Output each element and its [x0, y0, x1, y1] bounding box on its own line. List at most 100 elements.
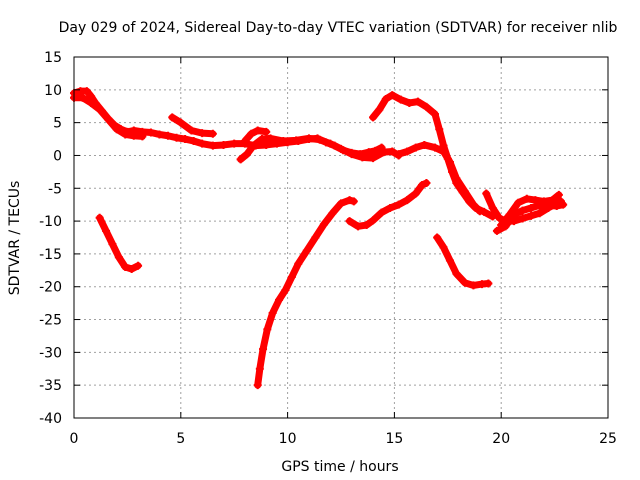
data-point: [311, 233, 320, 242]
x-tick-label: 5: [176, 431, 185, 447]
data-point: [405, 98, 414, 107]
data-point: [452, 269, 461, 278]
data-point: [292, 136, 301, 145]
x-axis-label: GPS time / hours: [281, 459, 398, 475]
series-arc-6: [95, 213, 143, 274]
data-point: [422, 102, 431, 111]
series-arc-14: [497, 190, 563, 230]
data-point: [411, 143, 420, 152]
y-tick-label: -35: [39, 378, 62, 394]
series-arc-7: [253, 196, 358, 390]
data-point: [394, 200, 403, 209]
data-point: [403, 147, 412, 156]
data-point: [337, 144, 345, 153]
data-point: [287, 272, 296, 281]
data-point: [168, 113, 177, 122]
series-arc-8: [345, 179, 431, 231]
data-point: [326, 139, 335, 148]
data-point: [302, 246, 311, 255]
data-point: [420, 140, 429, 149]
data-point: [155, 130, 164, 139]
data-point: [108, 240, 117, 249]
data-point: [411, 189, 420, 198]
series-arc-5: [240, 126, 271, 146]
data-point: [95, 105, 104, 114]
data-point: [198, 129, 207, 138]
data-point: [275, 295, 284, 304]
y-tick-label: -5: [48, 181, 62, 197]
data-point: [369, 113, 378, 122]
series-trace: [241, 127, 270, 145]
y-tick-label: -40: [39, 411, 62, 427]
data-point: [230, 139, 239, 148]
data-point: [445, 158, 454, 167]
data-point: [527, 203, 536, 212]
data-point: [482, 189, 491, 198]
data-point: [430, 110, 439, 119]
data-point: [249, 141, 258, 150]
data-point: [176, 118, 185, 127]
y-tick-label: -20: [39, 280, 62, 296]
data-point: [104, 115, 113, 124]
data-point: [208, 129, 217, 138]
data-point: [445, 256, 454, 265]
data-point: [386, 203, 395, 212]
data-point: [121, 130, 130, 139]
data-point: [422, 179, 431, 188]
data-point: [78, 93, 87, 102]
axis-ticks: 0 5 10 15 20 25 15 10 5 0 -5 -10 -15 -20 -25 -30 -35 -40: [39, 50, 617, 447]
data-point: [112, 125, 121, 134]
data-point: [388, 91, 397, 100]
data-point: [345, 217, 354, 226]
data-point: [279, 137, 288, 146]
data-point: [403, 196, 412, 205]
data-point: [505, 210, 514, 219]
data-point: [304, 134, 313, 143]
data-point: [315, 135, 324, 144]
data-point: [319, 220, 328, 229]
data-point: [208, 141, 217, 150]
data-point: [552, 201, 561, 210]
data-point: [492, 226, 501, 235]
data-point: [247, 129, 256, 138]
data-point: [535, 209, 544, 218]
series-arc-13: [492, 200, 568, 235]
data-point: [146, 128, 155, 137]
data-point: [377, 208, 386, 217]
data-point: [413, 97, 422, 106]
data-point: [121, 263, 130, 272]
data-point: [375, 105, 384, 114]
data-point: [345, 196, 354, 205]
data-point: [396, 95, 405, 104]
data-point: [82, 87, 91, 96]
data-point: [266, 134, 275, 143]
data-point: [514, 198, 523, 207]
data-point: [337, 199, 345, 208]
y-tick-label: -25: [39, 313, 62, 329]
data-point: [347, 150, 356, 159]
data-point: [518, 214, 527, 223]
series-arc-3: [168, 113, 217, 138]
series-arc-11: [433, 233, 493, 290]
data-point: [527, 211, 536, 220]
data-point: [439, 243, 448, 252]
data-point: [369, 154, 378, 163]
data-point: [362, 221, 371, 230]
data-point: [253, 381, 262, 390]
x-tick-label: 20: [492, 431, 510, 447]
data-point: [475, 207, 484, 216]
data-point: [240, 137, 249, 146]
data-point: [129, 131, 138, 140]
data-point: [257, 135, 266, 144]
data-point: [539, 197, 548, 206]
data-point: [522, 194, 531, 203]
data-point: [430, 143, 439, 152]
data-point: [469, 200, 478, 209]
data-point: [102, 226, 111, 235]
data-point: [263, 325, 272, 334]
data-point: [262, 140, 271, 149]
data-point: [354, 222, 363, 231]
x-tick-label: 10: [279, 431, 297, 447]
